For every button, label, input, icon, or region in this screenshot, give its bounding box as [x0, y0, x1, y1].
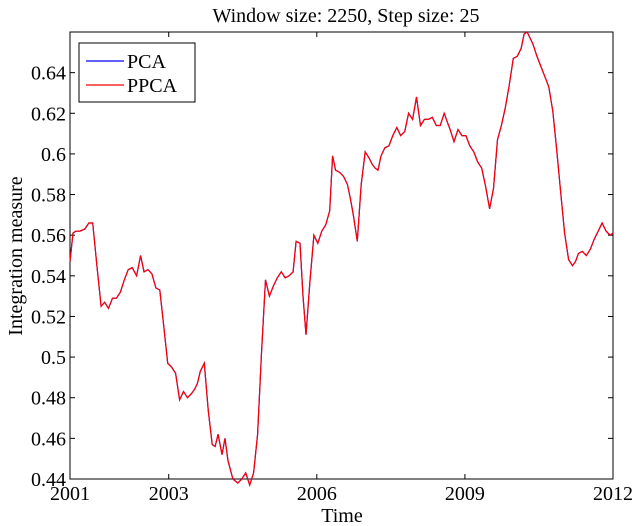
x-tick-label: 2006: [297, 483, 337, 505]
legend-label-pca: PCA: [127, 51, 166, 73]
legend: PCA PPCA: [78, 42, 196, 103]
x-tick-label: 2012: [593, 483, 633, 505]
y-tick-label: 0.52: [31, 306, 66, 328]
chart-title: Window size: 2250, Step size: 25: [213, 5, 480, 27]
x-tick-label: 2001: [50, 483, 90, 505]
y-ticks: 0.44 0.46 0.48 0.5 0.52 0.54 0.56 0.58 0.6 0.62 0.…: [31, 63, 613, 491]
y-tick-label: 0.62: [31, 103, 66, 125]
x-axis-label: Time: [321, 505, 363, 526]
y-tick-label: 0.46: [31, 428, 66, 450]
y-tick-label: 0.58: [31, 185, 66, 207]
x-tick-label: 2003: [149, 483, 189, 505]
y-tick-label: 0.54: [31, 266, 66, 288]
series-line-ppca: [69, 31, 614, 488]
y-tick-label: 0.6: [41, 144, 66, 166]
y-tick-label: 0.56: [31, 225, 66, 247]
y-tick-label: 0.64: [31, 63, 66, 85]
legend-label-ppca: PPCA: [127, 75, 178, 97]
x-ticks: 2001 2003 2006 2009 2012: [50, 32, 633, 505]
y-axis-label: Integration measure: [5, 176, 27, 335]
x-tick-label: 2009: [445, 483, 485, 505]
series-lines: [69, 31, 614, 488]
y-tick-label: 0.44: [31, 469, 66, 491]
legend-box: [78, 42, 196, 103]
plot-frame: [69, 31, 614, 480]
y-tick-label: 0.5: [41, 347, 66, 369]
y-tick-label: 0.48: [31, 388, 66, 410]
